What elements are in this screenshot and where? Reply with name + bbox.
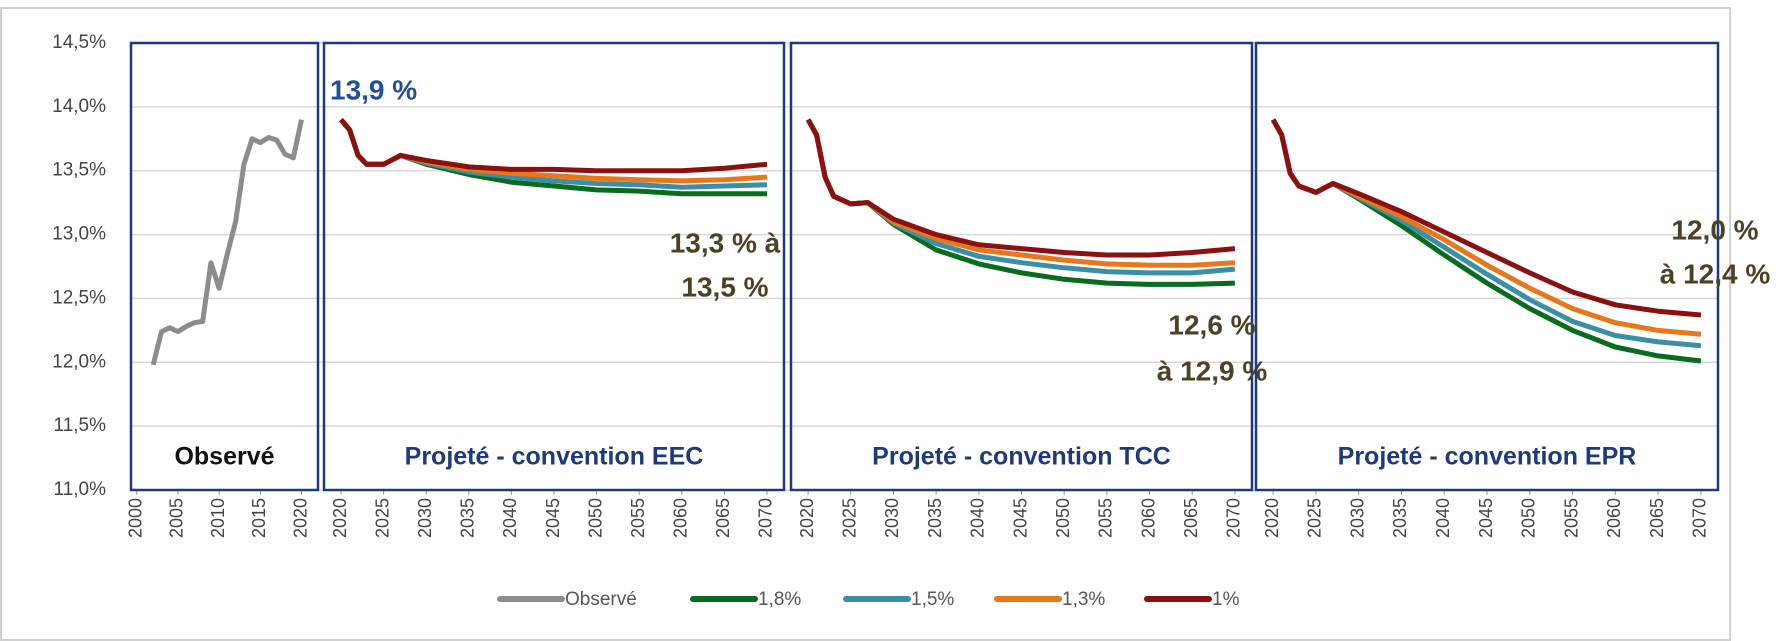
x-tick-label: 2015	[249, 498, 269, 538]
legend-label: 1,8%	[758, 589, 801, 610]
x-tick-label: 2030	[882, 498, 902, 538]
panel-title: Projeté - convention TCC	[872, 443, 1171, 471]
series-line	[805, 118, 1236, 258]
annotation: 13,5 %	[681, 271, 768, 302]
legend-label: 1,3%	[1062, 589, 1105, 610]
y-tick-label: 14,5%	[52, 32, 106, 53]
x-tick-label: 2070	[1690, 498, 1710, 538]
x-tick-label: 2055	[1561, 498, 1581, 538]
series-line	[339, 117, 768, 174]
x-tick-label: 2020	[330, 498, 350, 538]
series-line	[805, 118, 1235, 287]
annotation: 13,3 % à	[670, 227, 781, 258]
panel-title: Projeté - convention EPR	[1338, 443, 1637, 471]
panel-frame	[322, 41, 786, 492]
annotation: à 12,4 %	[1660, 258, 1771, 289]
x-tick-label: 2065	[1647, 498, 1667, 538]
x-tick-label: 2040	[500, 498, 520, 538]
x-tick-label: 2055	[1096, 498, 1116, 538]
x-tick-label: 2045	[1476, 498, 1496, 538]
x-tick-label: 2055	[628, 498, 648, 538]
x-tick-label: 2050	[1519, 498, 1539, 538]
y-tick-label: 11,5%	[54, 415, 107, 436]
x-tick-label: 2010	[208, 498, 228, 538]
y-tick-label: 13,5%	[52, 160, 106, 181]
x-tick-label: 2060	[671, 498, 691, 538]
annotation: 13,9 %	[330, 74, 417, 105]
outer-frame	[0, 7, 1731, 641]
x-tick-label: 2025	[840, 498, 860, 538]
series-line	[1270, 118, 1702, 318]
x-tick-label: 2035	[925, 498, 945, 538]
x-tick-label: 2050	[1053, 498, 1073, 538]
legend-label: 1,5%	[911, 589, 954, 610]
legend-label: Observé	[565, 589, 637, 610]
x-tick-label: 2060	[1604, 498, 1624, 538]
x-tick-label: 2045	[1010, 498, 1030, 538]
x-tick-label: 2050	[585, 498, 605, 538]
x-tick-label: 2070	[756, 498, 776, 538]
series-line	[150, 119, 304, 366]
x-tick-label: 2025	[372, 498, 392, 538]
x-tick-label: 2065	[1181, 498, 1201, 538]
y-tick-label: 14,0%	[52, 96, 106, 117]
annotation: à 12,9 %	[1157, 355, 1268, 386]
x-tick-label: 2005	[167, 498, 187, 538]
x-tick-label: 2040	[968, 498, 988, 538]
x-tick-label: 2020	[1262, 498, 1282, 538]
panel-title: Observé	[174, 443, 274, 471]
series-line	[1270, 118, 1702, 349]
x-tick-label: 2045	[543, 498, 563, 538]
annotation: 12,0 %	[1671, 214, 1758, 245]
x-tick-label: 2000	[126, 498, 146, 538]
legend-label: 1%	[1212, 589, 1240, 610]
panel-title: Projeté - convention EEC	[405, 443, 704, 471]
x-tick-label: 2025	[1305, 498, 1325, 538]
panel-frame	[129, 41, 320, 492]
panel-frame	[1254, 41, 1720, 492]
x-tick-label: 2035	[1390, 498, 1410, 538]
annotation: 12,6 %	[1168, 309, 1255, 340]
x-tick-label: 2030	[1347, 498, 1367, 538]
x-tick-label: 2020	[797, 498, 817, 538]
y-tick-label: 12,5%	[52, 287, 106, 308]
x-tick-label: 2070	[1224, 498, 1244, 538]
series-line	[1270, 118, 1702, 337]
y-tick-label: 13,0%	[52, 224, 106, 245]
x-tick-label: 2035	[458, 498, 478, 538]
x-tick-label: 2020	[290, 498, 310, 538]
series-line	[805, 118, 1236, 268]
x-tick-label: 2040	[1433, 498, 1453, 538]
panel-frame	[789, 41, 1254, 492]
y-tick-label: 11,0%	[54, 479, 107, 500]
x-tick-label: 2065	[713, 498, 733, 538]
x-tick-label: 2060	[1138, 498, 1158, 538]
y-tick-label: 12,0%	[52, 351, 106, 372]
x-tick-label: 2030	[415, 498, 435, 538]
